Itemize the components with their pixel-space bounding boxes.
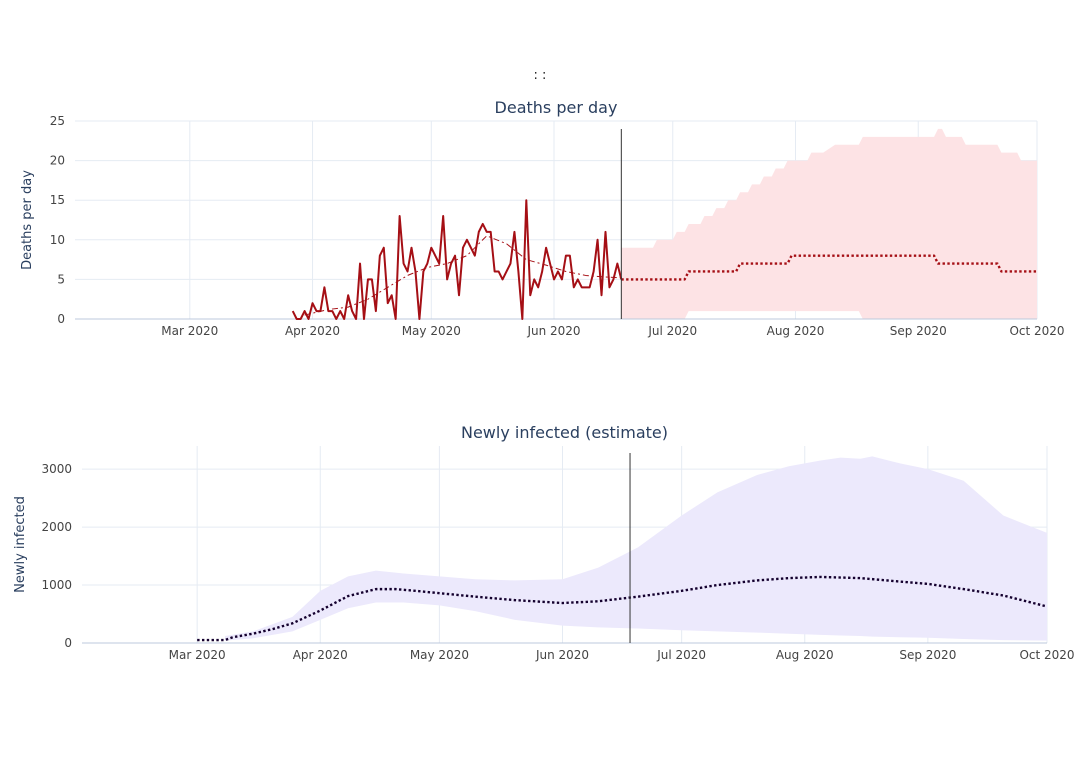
x-tick-label: Apr 2020 xyxy=(293,648,348,662)
x-tick-label: Oct 2020 xyxy=(1009,324,1064,338)
x-tick-label: May 2020 xyxy=(410,648,469,662)
y-tick-label: 0 xyxy=(64,636,72,650)
x-tick-label: Jun 2020 xyxy=(526,324,580,338)
y-axis-label: Deaths per day xyxy=(20,170,35,270)
y-tick-label: 20 xyxy=(50,154,65,168)
x-tick-label: May 2020 xyxy=(402,324,461,338)
x-tick-label: Sep 2020 xyxy=(890,324,947,338)
x-tick-label: Mar 2020 xyxy=(161,324,218,338)
chart-title: Newly infected (estimate) xyxy=(461,423,668,442)
deaths-per-day-chart: Deaths per day Deaths per day 0 5 10 15 20 25 Ma… xyxy=(20,98,1065,338)
y-tick-label: 0 xyxy=(57,312,65,326)
projection-line xyxy=(197,575,1048,642)
y-tick-label: 25 xyxy=(50,114,65,128)
y-tick-label: 5 xyxy=(57,272,65,286)
uncertainty-band xyxy=(224,456,1048,641)
y-tick-label: 10 xyxy=(50,233,65,247)
x-tick-label: Apr 2020 xyxy=(285,324,340,338)
observed-series-line xyxy=(291,199,623,320)
x-tick-label: Jul 2020 xyxy=(656,648,706,662)
x-tick-label: Aug 2020 xyxy=(776,648,834,662)
rolling-average-line xyxy=(304,235,622,316)
y-axis-label: Newly infected xyxy=(13,496,28,593)
x-tick-label: Jun 2020 xyxy=(535,648,589,662)
x-tick-label: Oct 2020 xyxy=(1019,648,1074,662)
x-tick-label: Aug 2020 xyxy=(767,324,825,338)
y-tick-label: 2000 xyxy=(41,520,72,534)
x-tick-label: Jul 2020 xyxy=(647,324,697,338)
chart-title: Deaths per day xyxy=(495,98,618,117)
y-tick-label: 15 xyxy=(50,193,65,207)
x-tick-label: Mar 2020 xyxy=(169,648,226,662)
y-tick-label: 3000 xyxy=(41,462,72,476)
newly-infected-chart: Newly infected (estimate) Newly infected 0… xyxy=(13,423,1075,662)
uncertainty-band xyxy=(621,128,1037,319)
chart-header-text: : : xyxy=(533,68,547,83)
x-tick-label: Sep 2020 xyxy=(899,648,956,662)
y-tick-label: 1000 xyxy=(41,578,72,592)
